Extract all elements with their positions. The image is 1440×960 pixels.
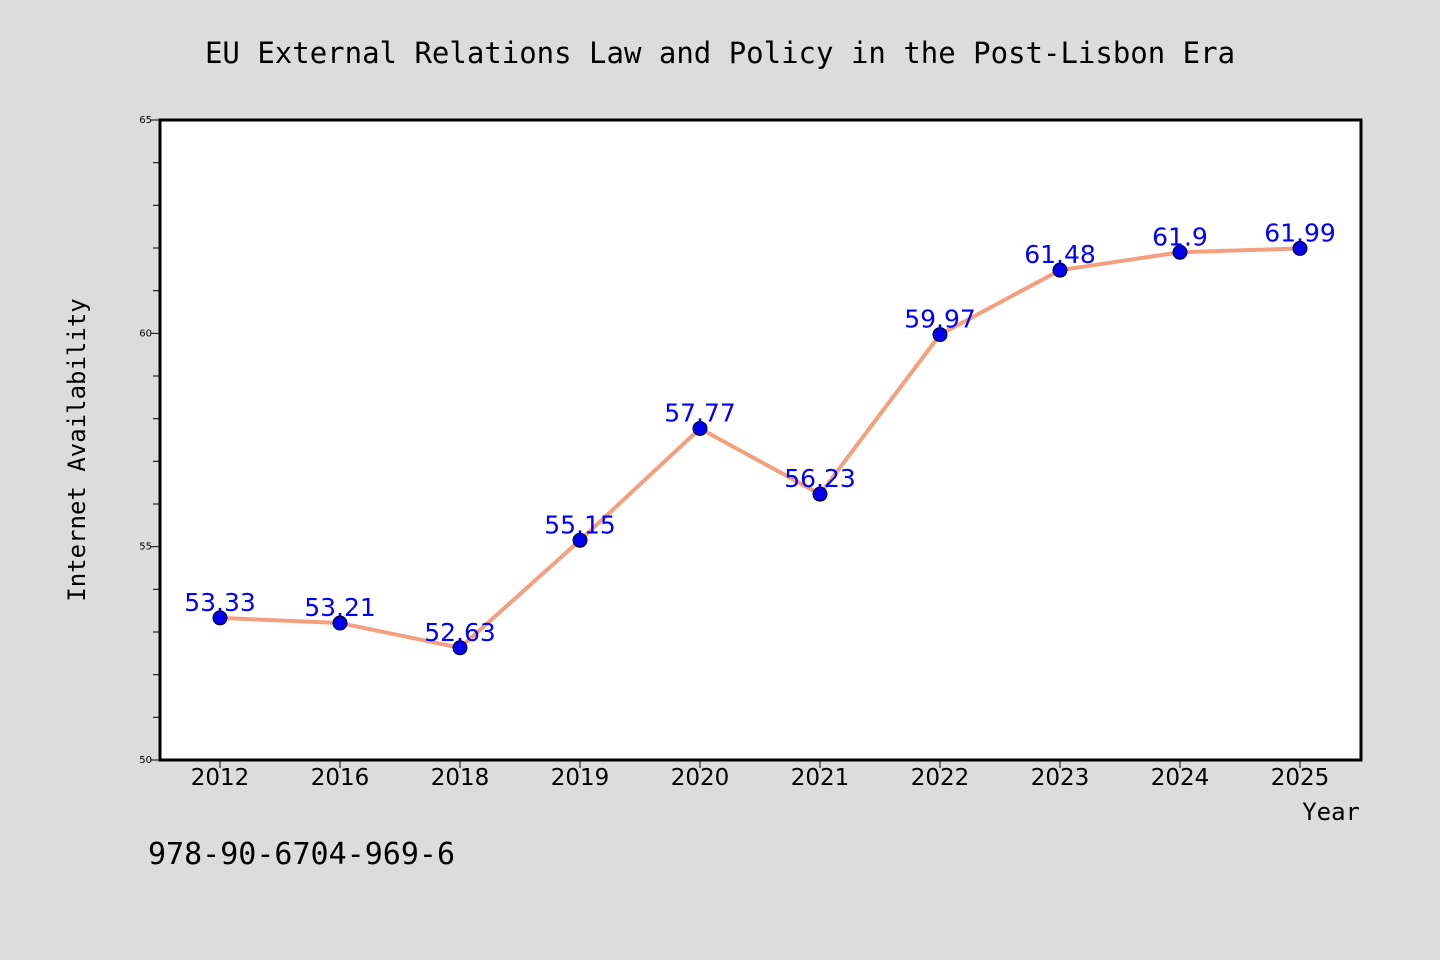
data-point [572,532,588,548]
data-point [932,327,948,343]
plot-area [158,118,1363,762]
data-point [1292,240,1308,256]
x-tick-label: 2023 [1031,765,1090,791]
x-tick-label: 2022 [911,765,970,791]
y-axis: 50 55 60 65 [139,115,159,766]
x-tick-label: 2024 [1151,765,1210,791]
data-point [812,486,828,502]
data-point [1172,244,1188,260]
x-tick-label: 2021 [791,765,850,791]
x-axis: 2012 2016 2018 2019 2020 2021 2022 2023 2024 2025 [191,761,1330,791]
data-point [212,610,228,626]
data-label: 61.99 [1264,218,1336,247]
data-point [1052,262,1068,278]
data-label: 61.9 [1152,222,1208,251]
y-tick-label: 50 [139,755,152,766]
y-tick-label: 60 [139,328,152,339]
data-point [332,615,348,631]
x-tick-label: 2025 [1271,765,1330,791]
y-axis-label: Internet Availability [63,298,91,601]
data-label: 52.63 [424,618,496,647]
series-line [218,246,1302,650]
x-tick-label: 2020 [671,765,730,791]
isbn-text: 978-90-6704-969-6 [148,837,455,872]
data-label: 53.33 [184,588,256,617]
y-tick-label: 65 [139,115,152,126]
data-label: 61.48 [1024,240,1096,269]
x-tick-label: 2018 [431,765,490,791]
x-axis-label: Year [1302,798,1360,826]
data-point [692,420,708,436]
series-group: 53.33 53.21 52.63 55.15 57.77 56.23 59.97 61.48… [184,218,1336,656]
y-tick-label: 55 [139,542,152,553]
data-label: 53.21 [304,593,376,622]
x-tick-label: 2019 [551,765,610,791]
data-point [452,640,468,656]
data-label: 56.23 [784,464,856,493]
data-label: 59.97 [904,305,976,334]
x-tick-label: 2016 [311,765,370,791]
data-label: 57.77 [664,398,736,427]
chart-title: EU External Relations Law and Policy in … [205,36,1235,70]
x-tick-label: 2012 [191,765,250,791]
data-label: 55.15 [544,510,616,539]
